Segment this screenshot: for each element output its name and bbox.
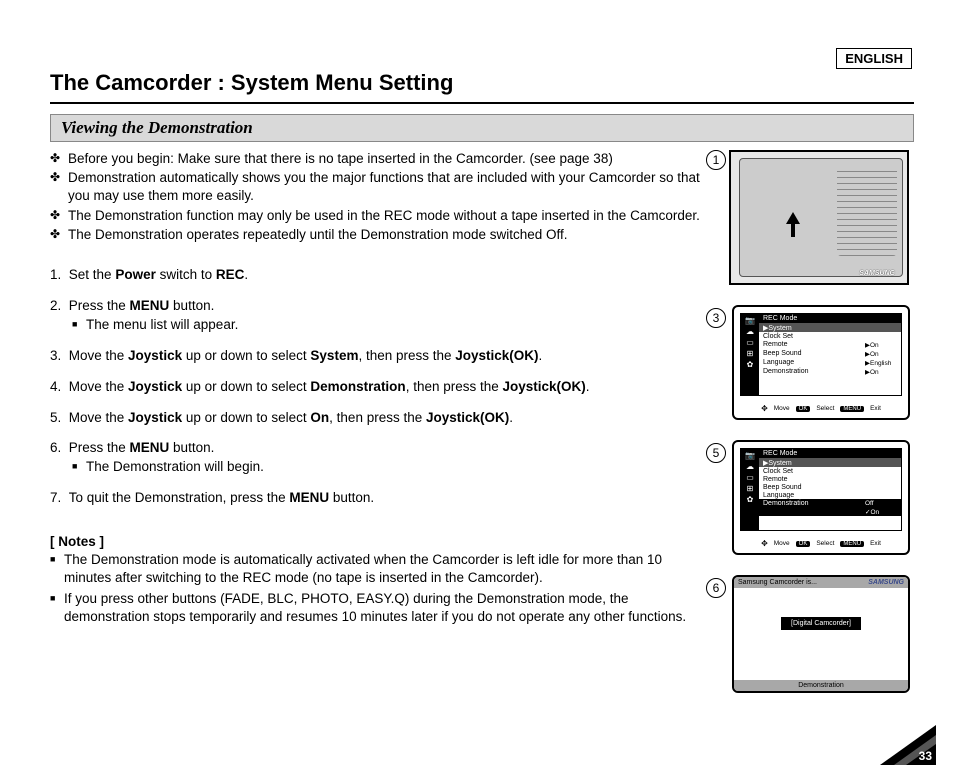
page-corner-decoration: 33 — [880, 725, 936, 765]
gear-icon: ✿ — [747, 496, 754, 504]
step-badge-6: 6 — [706, 578, 726, 598]
osd-row: Beep Sound▶On — [759, 349, 901, 358]
camera-icon: 📷 — [745, 452, 755, 460]
demo-title-text: Samsung Camcorder is... — [738, 579, 817, 586]
step-item: 5. Move the Joystick up or down to selec… — [50, 409, 704, 428]
osd-row: Remote▶On — [759, 340, 901, 349]
samsung-logo: SAMSUNG — [868, 579, 904, 586]
step-item: 3. Move the Joystick up or down to selec… — [50, 347, 704, 366]
intro-item: Demonstration automatically shows you th… — [50, 169, 704, 205]
ok-pill: OK — [796, 406, 811, 412]
step-item: 7. To quit the Demonstration, press the … — [50, 489, 704, 508]
osd-sidebar-icons: 📷 ☁ ▭ ⊞ ✿ — [741, 449, 759, 530]
page-number: 33 — [919, 749, 932, 763]
osd-row: Beep Sound — [759, 483, 901, 491]
osd-row: Demonstration▶On — [759, 367, 901, 376]
figures-column: 1 SAMSUNG 3 📷 ☁ ▭ ⊞ ✿ — [714, 150, 914, 693]
tv-icon: ⊞ — [747, 485, 754, 493]
osd-row: Language▶English — [759, 358, 901, 367]
demo-header: Samsung Camcorder is... SAMSUNG — [734, 577, 908, 588]
step-badge-3: 3 — [706, 308, 726, 328]
demo-footer: Demonstration — [734, 680, 908, 691]
note-item: The Demonstration mode is automatically … — [50, 551, 704, 587]
demo-chip: [Digital Camcorder] — [781, 617, 861, 630]
osd-footer: ✥Move OKSelect MENUExit — [734, 539, 908, 548]
osd-sidebar-icons: 📷 ☁ ▭ ⊞ ✿ — [741, 314, 759, 395]
joystick-icon: ✥ — [761, 404, 768, 413]
osd-menu-screen-3: 📷 ☁ ▭ ⊞ ✿ REC Mode ▶System Clock Set Rem… — [732, 305, 910, 420]
step-badge-1: 1 — [706, 150, 726, 170]
joystick-icon: ✥ — [761, 539, 768, 548]
tape-icon: ▭ — [746, 474, 754, 482]
step-item: 1. Set the Power switch to REC. — [50, 266, 704, 285]
osd-row: Language — [759, 491, 901, 499]
ok-pill: OK — [796, 541, 811, 547]
step-item: 2. Press the MENU button. The menu list … — [50, 297, 704, 335]
osd-mode-title: REC Mode — [759, 449, 901, 458]
intro-item: The Demonstration operates repeatedly un… — [50, 226, 704, 244]
arrow-up-icon — [786, 212, 800, 224]
substep-item: The Demonstration will begin. — [72, 458, 704, 477]
menu-pill: MENU — [840, 406, 864, 412]
menu-pill: MENU — [840, 541, 864, 547]
tape-icon: ▭ — [746, 339, 754, 347]
osd-footer: ✥Move OKSelect MENUExit — [734, 404, 908, 413]
step-item: 4. Move the Joystick up or down to selec… — [50, 378, 704, 397]
notes-list: The Demonstration mode is automatically … — [50, 551, 704, 626]
substep-item: The menu list will appear. — [72, 316, 704, 335]
notes-heading: [ Notes ] — [50, 534, 704, 549]
gear-icon: ✿ — [747, 361, 754, 369]
cloud-icon: ☁ — [746, 328, 754, 336]
osd-row-demo-on: ✓On — [759, 507, 901, 516]
intro-item: The Demonstration function may only be u… — [50, 207, 704, 225]
osd-mode-title: REC Mode — [759, 314, 901, 323]
osd-row-demo: DemonstrationOff — [759, 499, 901, 507]
page-title: The Camcorder : System Menu Setting — [50, 70, 914, 104]
section-heading: Viewing the Demonstration — [50, 114, 914, 142]
steps-list: 1. Set the Power switch to REC. 2. Press… — [50, 266, 704, 508]
cloud-icon: ☁ — [746, 463, 754, 471]
osd-row: Remote — [759, 475, 901, 483]
osd-menu-screen-5: 📷 ☁ ▭ ⊞ ✿ REC Mode ▶System Clock Set Rem… — [732, 440, 910, 555]
camera-icon: 📷 — [745, 317, 755, 325]
osd-row: Clock Set — [759, 467, 901, 475]
body-text-column: Before you begin: Make sure that there i… — [50, 150, 714, 693]
step-item: 6. Press the MENU button. The Demonstrat… — [50, 439, 704, 477]
demo-screen: Samsung Camcorder is... SAMSUNG [Digital… — [732, 575, 910, 693]
osd-row-system: ▶System — [759, 323, 901, 332]
language-label: ENGLISH — [836, 48, 912, 69]
note-item: If you press other buttons (FADE, BLC, P… — [50, 590, 704, 626]
intro-list: Before you begin: Make sure that there i… — [50, 150, 704, 244]
osd-row-system: ▶System — [759, 458, 901, 467]
tv-icon: ⊞ — [747, 350, 754, 358]
osd-row: Clock Set — [759, 332, 901, 340]
intro-item: Before you begin: Make sure that there i… — [50, 150, 704, 168]
brand-logo: SAMSUNG — [859, 270, 895, 277]
step-badge-5: 5 — [706, 443, 726, 463]
camcorder-illustration: SAMSUNG — [729, 150, 909, 285]
manual-page: ENGLISH The Camcorder : System Menu Sett… — [0, 0, 954, 779]
